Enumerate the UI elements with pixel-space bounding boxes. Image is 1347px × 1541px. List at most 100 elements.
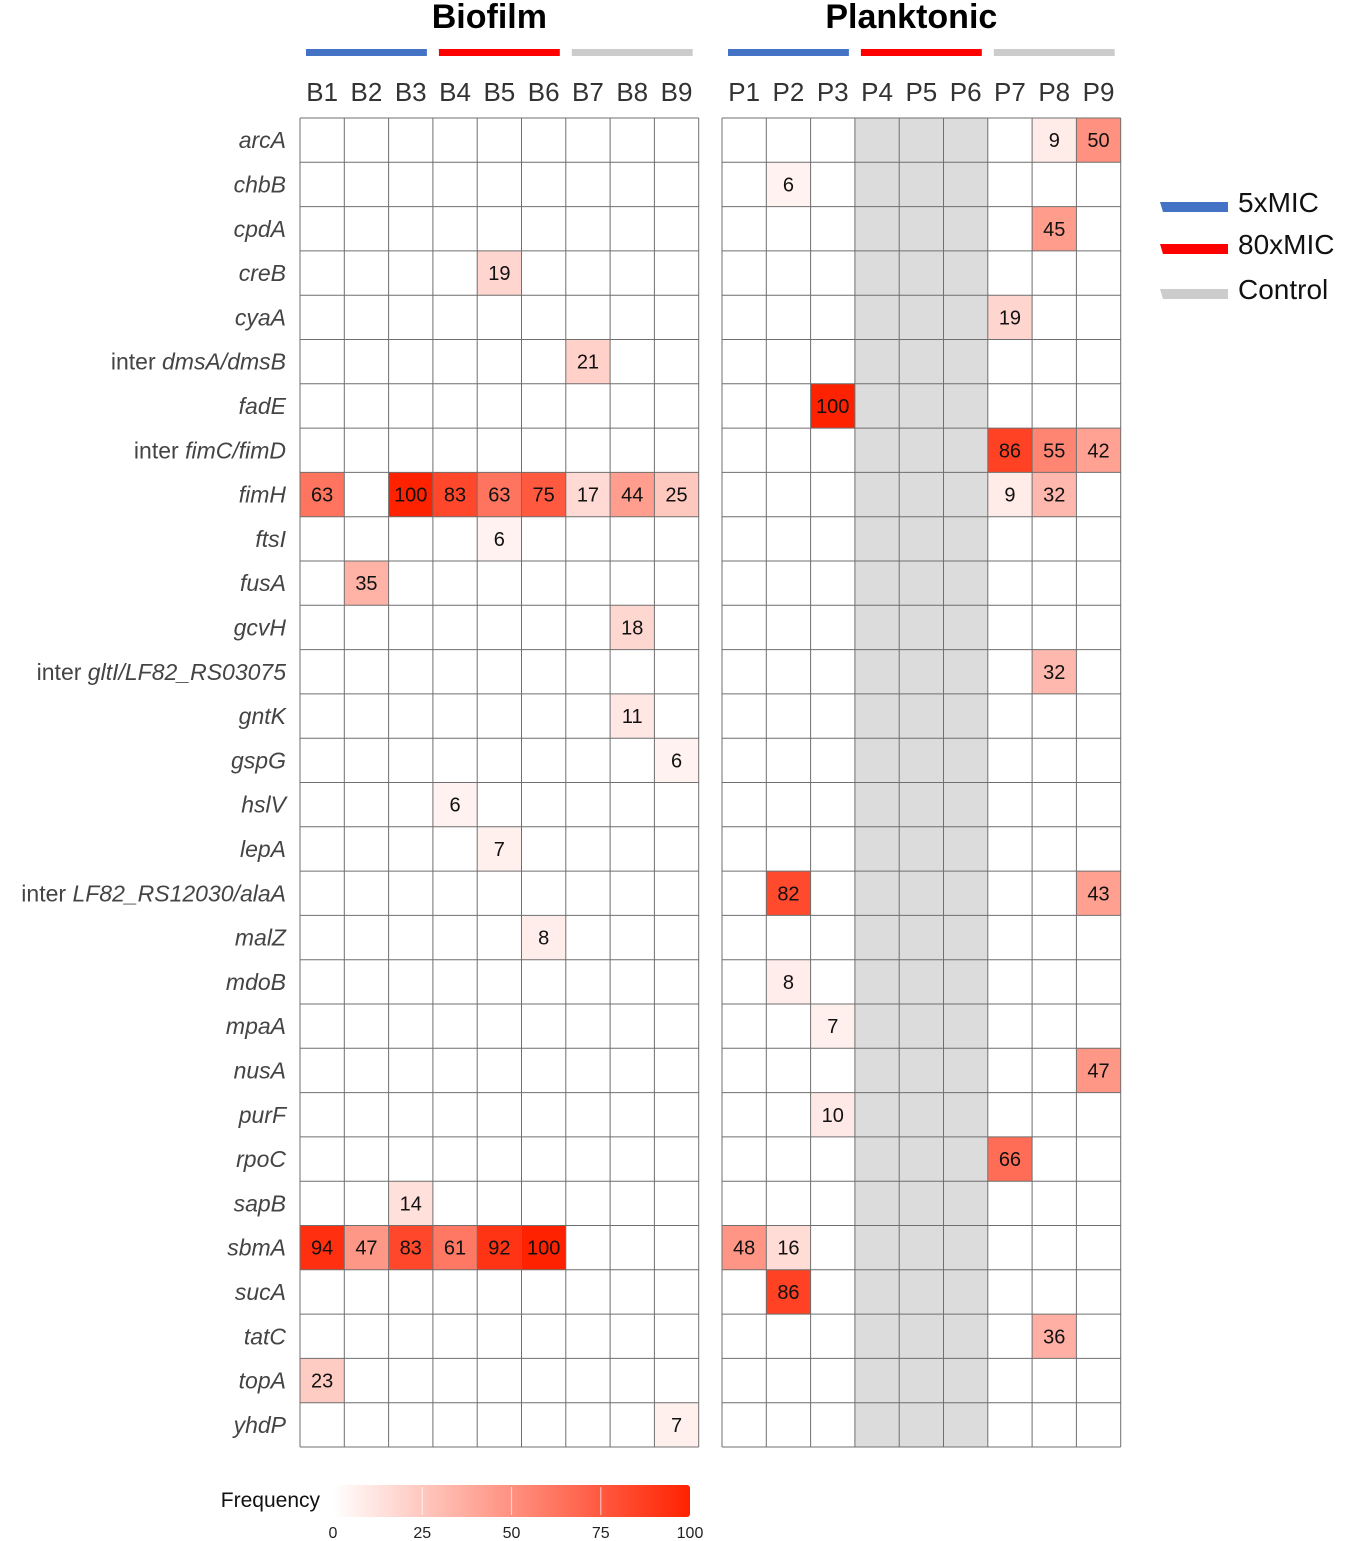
cell-value-label: 47 (355, 1238, 377, 1260)
heatmap-cell (477, 826, 522, 872)
heatmap-cell (565, 472, 611, 517)
row-label: tatC (244, 1323, 287, 1349)
row-label-gene: dmsA/dmsB (162, 349, 286, 375)
row-label-gene: gspG (231, 747, 286, 773)
cell-value-label: 82 (777, 883, 799, 905)
row-label-gene: fimH (239, 482, 287, 508)
legend-label-5xmic: 5xMIC (1238, 187, 1319, 218)
row-label: yhdP (232, 1412, 287, 1438)
heatmap-cell (1076, 1048, 1121, 1093)
heatmap-cell (477, 472, 522, 517)
row-label-gene: mpaA (226, 1013, 286, 1039)
heatmap-cell (521, 472, 566, 517)
row-label: nusA (234, 1057, 286, 1083)
row-label-gene: yhdP (232, 1412, 287, 1438)
group-bar-5xmic (728, 49, 849, 56)
cell-value-label: 92 (488, 1238, 510, 1260)
column-label-p5: P5 (905, 77, 937, 107)
cell-value-label: 11 (622, 706, 643, 728)
heatmap-cell (388, 1181, 433, 1226)
row-label: ftsI (255, 526, 286, 552)
row-labels: arcA chbB cpdA creB cyaA inter dmsA/dmsB fadE i… (21, 127, 288, 1438)
cell-value-label: 7 (671, 1415, 682, 1437)
row-label-gene: topA (239, 1368, 286, 1394)
column-label-b9: B9 (661, 77, 693, 107)
cell-value-label: 36 (1043, 1326, 1065, 1348)
heatmap-cell (1032, 1314, 1077, 1359)
cell-value-label: 14 (400, 1193, 422, 1215)
heatmap-cell (477, 250, 522, 296)
cell-value-label: 55 (1043, 440, 1065, 462)
row-label-gene: gntK (239, 703, 288, 729)
cell-value-label: 63 (311, 485, 333, 507)
cell-value-label: 83 (400, 1238, 422, 1260)
row-label: malZ (235, 925, 287, 951)
heatmap-cell (565, 339, 611, 384)
row-label: inter fimC/fimD (134, 437, 286, 463)
cell-value-label: 6 (494, 529, 505, 551)
heatmap-cell (766, 162, 811, 207)
row-label: gcvH (234, 614, 287, 640)
group-bar-80xmic (438, 49, 560, 56)
heatmap-cell (432, 472, 478, 517)
cell-value-label: 18 (621, 617, 643, 639)
row-label-gene: sapB (234, 1190, 286, 1216)
heatmap-cells (300, 118, 1121, 1447)
row-label: sbmA (227, 1235, 286, 1261)
colorbar-tick-label: 50 (503, 1525, 521, 1541)
row-label: creB (239, 260, 286, 286)
row-label-gene: ftsI (255, 526, 286, 552)
cell-value-label: 75 (533, 485, 555, 507)
heatmap-cell (766, 871, 811, 916)
cell-value-label: 21 (577, 352, 599, 374)
row-label: gntK (239, 703, 288, 729)
row-label-gene: mdoB (226, 969, 286, 995)
heatmap-cell (810, 383, 855, 429)
row-label: fimH (239, 482, 287, 508)
panel-title: Biofilm (432, 0, 547, 36)
row-label-gene: hslV (241, 792, 288, 818)
row-label: mdoB (226, 969, 286, 995)
cell-value-label: 25 (665, 485, 687, 507)
group-bar-80xmic (860, 49, 982, 56)
heatmap-cell (987, 295, 1033, 340)
heatmap-cell (810, 1004, 855, 1049)
column-label-b6: B6 (528, 77, 560, 107)
column-label-b1: B1 (306, 77, 338, 107)
colorbar-title: Frequency (221, 1489, 321, 1512)
group-bar-control (993, 49, 1115, 56)
colorbar-tick-label: 25 (413, 1525, 431, 1541)
cell-value-label: 42 (1087, 440, 1109, 462)
column-label-b2: B2 (351, 77, 383, 107)
heatmap-cell (521, 1225, 566, 1270)
heatmap-grid (299, 117, 1122, 1448)
group-bar-control (571, 49, 693, 56)
row-label-gene: nusA (234, 1057, 286, 1083)
cell-value-label: 35 (355, 573, 377, 595)
column-label-p4: P4 (861, 77, 893, 107)
heatmap-cell (987, 472, 1033, 517)
row-label-gene: fusA (240, 570, 286, 596)
group-legend: 5xMIC 80xMIC Control (1160, 187, 1334, 305)
cell-value-label: 66 (999, 1149, 1021, 1171)
column-label-p1: P1 (728, 77, 760, 107)
cell-value-label: 86 (999, 440, 1021, 462)
colorbar-tick-label: 0 (329, 1525, 338, 1541)
column-label-p8: P8 (1038, 77, 1070, 107)
heatmap-cell (1032, 118, 1077, 163)
heatmap-cell (477, 1225, 522, 1270)
row-label: arcA (239, 127, 286, 153)
row-label: gspG (231, 747, 286, 773)
row-label: rpoC (236, 1146, 286, 1172)
heatmap-cell (610, 472, 655, 517)
colorbar-tick-label: 75 (592, 1525, 610, 1541)
row-label: sapB (234, 1190, 286, 1216)
cell-value-label: 86 (777, 1282, 799, 1304)
heatmap-cell (432, 1225, 478, 1270)
panel-titles: Biofilm Planktonic (432, 0, 998, 36)
cell-value-label: 6 (671, 750, 682, 772)
heatmap-cell (300, 1225, 345, 1270)
cell-value-label: 23 (311, 1371, 333, 1393)
cell-value-label: 45 (1043, 219, 1065, 241)
heatmap-cell (1076, 871, 1121, 916)
